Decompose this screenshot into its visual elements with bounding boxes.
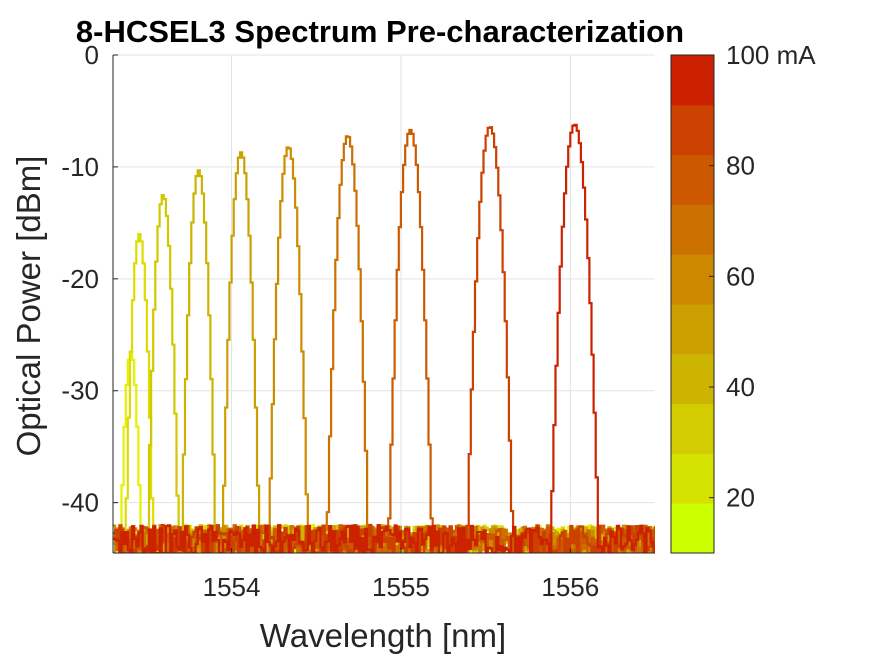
- colorbar-segment: [671, 104, 714, 156]
- x-tick-label: 1556: [541, 572, 599, 602]
- colorbar-tick-label: 40: [726, 372, 755, 402]
- colorbar-segment: [671, 304, 714, 355]
- colorbar-tick-label: 60: [726, 261, 755, 291]
- x-tick-labels: 1554 1555 1556: [203, 572, 600, 602]
- spectrum-trace-100ma: [113, 123, 655, 553]
- y-tick-label: -10: [61, 152, 99, 182]
- colorbar-segment: [671, 55, 714, 106]
- chart-title: 8-HCSEL3 Spectrum Pre-characterization: [76, 14, 684, 49]
- colorbar-segment: [671, 254, 714, 305]
- colorbar-border: [670, 54, 715, 554]
- colorbar-segment: [671, 403, 714, 454]
- y-tick-label: -40: [61, 488, 99, 518]
- colorbar-segment: [671, 503, 714, 554]
- colorbar-segment: [671, 154, 714, 205]
- x-tick-label: 1554: [203, 572, 261, 602]
- colorbar-tick-label: 80: [726, 151, 755, 181]
- colorbar-tick-label: 20: [726, 483, 755, 513]
- colorbar-segment: [671, 353, 714, 405]
- x-tick-label: 1555: [372, 572, 430, 602]
- y-tick-label: -20: [61, 264, 99, 294]
- colorbar: 20 40 60 80 100 mA: [670, 40, 816, 554]
- series-layer: [113, 123, 655, 553]
- y-tick-labels: 0 -10 -20 -30 -40: [61, 40, 99, 518]
- y-axis-label: Optical Power [dBm]: [10, 156, 47, 457]
- colorbar-segment: [671, 453, 714, 504]
- colorbar-tick-label: 100 mA: [726, 40, 816, 70]
- colorbar-segment: [671, 204, 714, 255]
- y-tick-label: 0: [85, 40, 99, 70]
- spectrum-trace-90ma: [113, 126, 655, 553]
- axes: [112, 54, 655, 554]
- y-tick-label: -30: [61, 376, 99, 406]
- x-axis-label: Wavelength [nm]: [260, 617, 506, 654]
- plot-area: [113, 55, 655, 553]
- plot-background: [113, 55, 655, 553]
